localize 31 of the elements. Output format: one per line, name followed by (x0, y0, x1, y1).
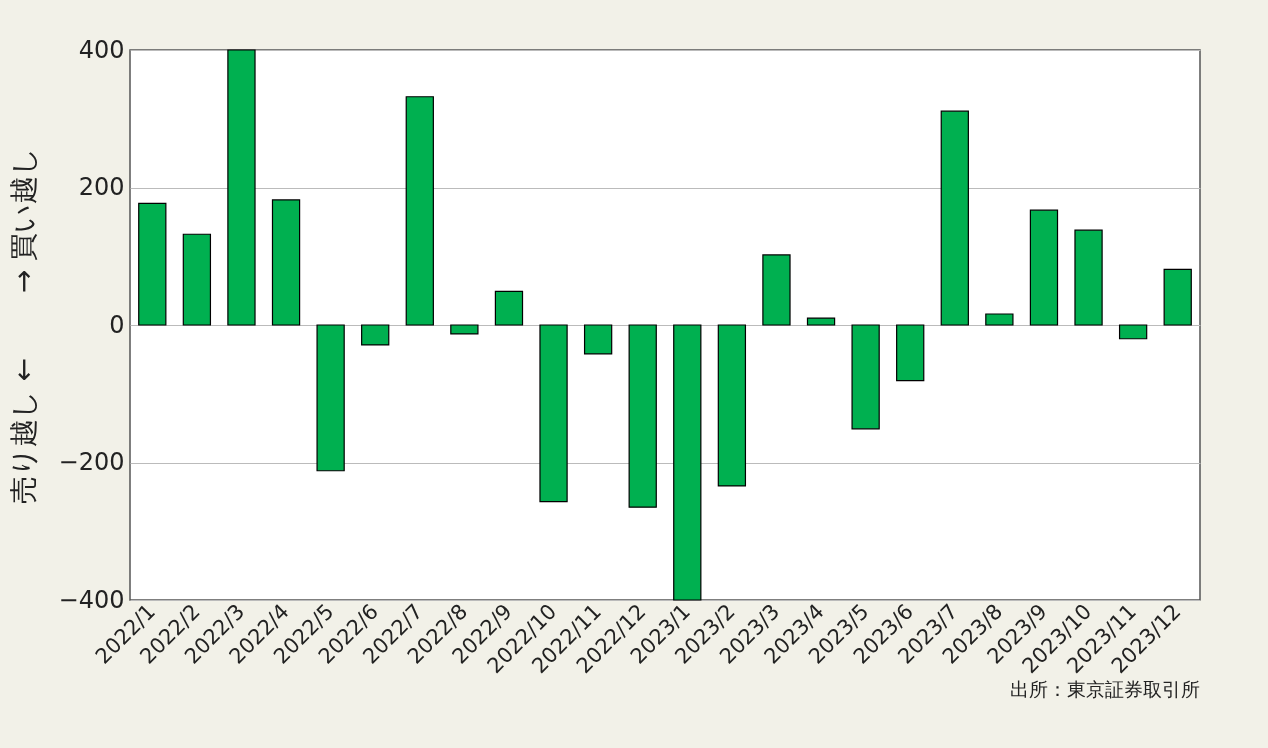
bar (851, 324, 880, 430)
bar (182, 233, 212, 326)
bar (717, 324, 747, 487)
y-tick-label: −200 (58, 448, 125, 476)
y-tick-label: 200 (78, 173, 125, 201)
bar (361, 324, 390, 346)
bar (405, 96, 434, 326)
bar (1074, 229, 1103, 326)
text: 出所：東京証券取引所 (1010, 677, 1200, 700)
bar (628, 324, 657, 508)
bar (762, 254, 791, 326)
y-tick-label: 400 (78, 35, 125, 64)
bar (1163, 268, 1192, 326)
bar (985, 313, 1014, 326)
bar (138, 202, 167, 326)
bar (583, 324, 613, 355)
bar (271, 199, 301, 326)
y-tick-label: 0 (109, 310, 125, 339)
bar (450, 324, 479, 335)
bar (316, 324, 345, 472)
bar (539, 324, 568, 503)
bar (1118, 324, 1148, 340)
bar (806, 317, 836, 326)
y-tick-label: −400 (58, 585, 125, 614)
bar (1029, 209, 1059, 326)
bar (494, 290, 524, 326)
bar (896, 324, 925, 382)
y-axis-title: 売り越し ← → 買い越し (6, 146, 40, 505)
bar (940, 110, 969, 326)
bar (673, 324, 702, 601)
bar (227, 49, 256, 326)
